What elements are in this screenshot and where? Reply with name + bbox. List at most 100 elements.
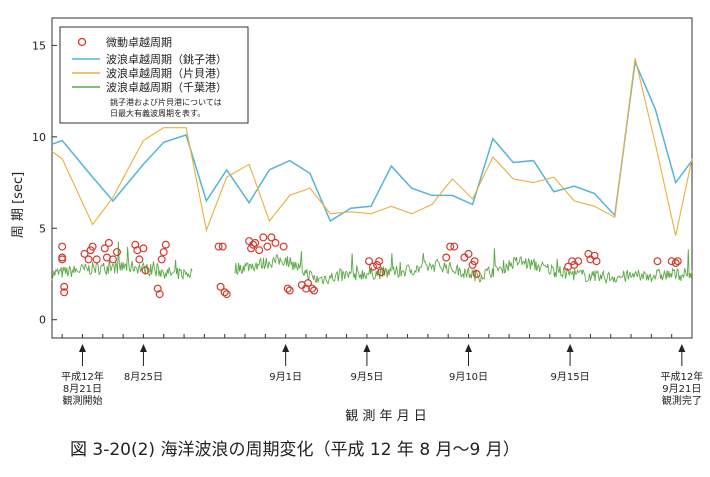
microtremor-point — [80, 249, 89, 258]
date-arrow-head — [363, 344, 371, 352]
y-tick-label: 5 — [39, 222, 46, 235]
y-tick-label: 15 — [32, 39, 46, 52]
microtremor-point — [84, 255, 93, 264]
date-label: 9月5日 — [351, 371, 384, 383]
marker-layer — [58, 233, 682, 299]
microtremor-point — [218, 242, 227, 251]
legend-note-line2: 日最大有義波周期を表す。 — [110, 108, 205, 118]
legend-label-katakai: 波浪卓越周期（片貝港） — [106, 66, 227, 80]
series-line-katakai — [51, 58, 693, 236]
microtremor-point — [259, 233, 268, 242]
series-line-choshi — [51, 59, 693, 223]
microtremor-point — [369, 262, 378, 271]
date-label: 観測完了 — [662, 394, 702, 407]
legend-note-line1: 銚子港および片貝港については — [110, 97, 222, 107]
date-label: 9月21日 — [662, 383, 701, 395]
microtremor-point — [222, 290, 231, 299]
y-axis-title: 周 期 [sec] — [11, 172, 26, 238]
microtremor-point — [308, 284, 317, 293]
microtremor-point — [285, 286, 294, 295]
date-label: 9月15日 — [551, 371, 590, 383]
date-arrow-head — [566, 344, 574, 352]
microtremor-point — [159, 248, 168, 257]
microtremor-point — [135, 255, 144, 264]
date-label: 平成12年 — [61, 370, 104, 383]
microtremor-point — [251, 238, 260, 247]
microtremor-point — [216, 282, 225, 291]
microtremor-point — [100, 244, 109, 253]
microtremor-point — [302, 284, 311, 293]
microtremor-point — [58, 255, 67, 264]
y-tick-label: 10 — [32, 131, 46, 144]
date-arrow-head — [139, 344, 147, 352]
microtremor-point — [472, 270, 481, 279]
date-label: 観測開始 — [62, 394, 102, 407]
microtremor-point — [58, 242, 67, 251]
microtremor-point — [667, 257, 676, 266]
legend-label-chiba: 波浪卓越周期（千葉港） — [106, 80, 227, 94]
y-tick-label: 0 — [39, 314, 46, 327]
date-arrow-head — [678, 344, 686, 352]
microtremor-point — [574, 257, 583, 266]
microtremor-point — [304, 279, 313, 288]
microtremor-point — [446, 242, 455, 251]
microtremor-point — [255, 246, 264, 255]
microtremor-point — [271, 238, 280, 247]
microtremor-point — [263, 242, 272, 251]
series-line-chiba — [51, 241, 193, 281]
microtremor-point — [153, 284, 162, 293]
microtremor-point — [139, 244, 148, 253]
date-label: 9月10日 — [449, 371, 488, 383]
date-label: 9月1日 — [269, 371, 302, 383]
legend-label-choshi: 波浪卓越周期（銚子港） — [106, 52, 227, 66]
microtremor-point — [220, 288, 229, 297]
microtremor-point — [155, 290, 164, 299]
legend-frame — [59, 26, 249, 124]
microtremor-point — [310, 286, 319, 295]
microtremor-point — [673, 257, 682, 266]
axes-layer: 0 5 10 15 — [32, 17, 693, 339]
microtremor-point — [249, 240, 258, 249]
microtremor-point — [161, 240, 170, 249]
microtremor-point — [377, 268, 386, 277]
microtremor-point — [131, 240, 140, 249]
microtremor-point — [214, 242, 223, 251]
microtremor-point — [141, 266, 150, 275]
microtremor-point — [60, 288, 69, 297]
figure-caption: 図 3-20(2) 海洋波浪の周期変化（平成 12 年 8 月～9 月） — [70, 440, 520, 460]
microtremor-point — [279, 242, 288, 251]
microtremor-point — [464, 249, 473, 258]
series-layer — [51, 58, 693, 285]
date-label: 平成12年 — [660, 370, 703, 383]
microtremor-point — [112, 248, 121, 257]
microtremor-point — [470, 257, 479, 266]
microtremor-point — [653, 257, 662, 266]
date-label: 8月21日 — [63, 383, 102, 395]
microtremor-point — [450, 242, 459, 251]
microtremor-point — [671, 259, 680, 268]
legend-marker-microtremor — [77, 37, 87, 47]
date-arrow-head — [78, 344, 86, 352]
microtremor-point — [375, 257, 384, 266]
microtremor-point — [592, 257, 601, 266]
microtremor-point — [267, 233, 276, 242]
legend: 微動卓越周期 波浪卓越周期（銚子港） 波浪卓越周期（片貝港） 波浪卓越周期（千葉… — [59, 26, 249, 124]
microtremor-point — [92, 255, 101, 264]
date-label: 8月25日 — [124, 371, 163, 383]
microtremor-point — [442, 253, 451, 262]
microtremor-point — [88, 242, 97, 251]
microtremor-point — [60, 282, 69, 291]
plot-frame — [51, 17, 693, 339]
date-arrow-head — [282, 344, 290, 352]
series-line-chiba — [234, 248, 693, 285]
microtremor-point — [104, 238, 113, 247]
microtremor-point — [157, 255, 166, 264]
microtremor-point — [590, 251, 599, 260]
date-arrow-head — [465, 344, 473, 352]
microtremor-point — [108, 255, 117, 264]
microtremor-point — [283, 284, 292, 293]
legend-label-microtremor: 微動卓越周期 — [106, 35, 172, 49]
